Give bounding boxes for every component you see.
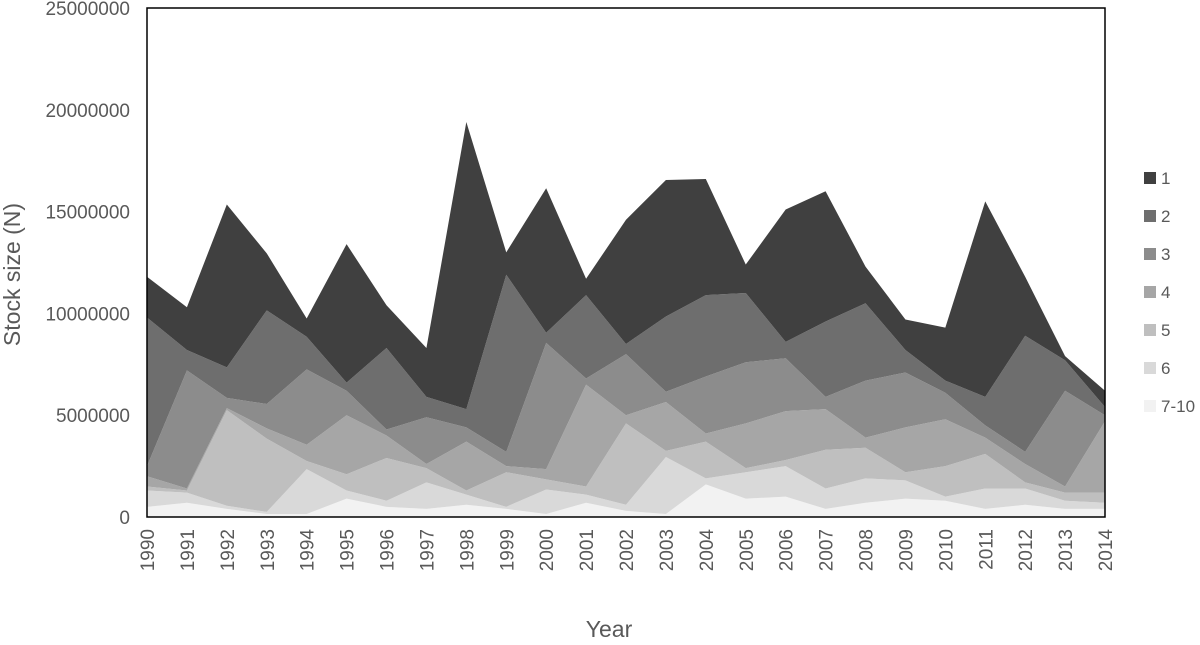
x-tick-label: 2009	[896, 529, 917, 571]
x-tick-label: 1995	[338, 529, 359, 571]
plot-frame	[146, 7, 1106, 518]
x-tick-label: 2014	[1096, 529, 1117, 572]
legend-label-3: 3	[1161, 245, 1170, 264]
x-axis-ticks: 1990 1991 1992 1993 1994 1995 1996 1997 1998 1999…	[138, 529, 1117, 572]
x-tick-label: 2003	[657, 529, 678, 571]
y-tick-label: 20000000	[45, 101, 130, 122]
x-tick-label: 1999	[497, 529, 518, 571]
legend-swatch-7-10	[1144, 400, 1156, 412]
area-series-3	[147, 342, 1105, 489]
x-tick-label: 1994	[298, 529, 319, 572]
x-tick-label: 2008	[857, 529, 878, 571]
y-axis-ticks: 0 5000000 10000000 15000000 20000000 25000000	[45, 0, 130, 529]
area-series-2	[147, 274, 1105, 467]
x-tick-label: 1996	[378, 529, 399, 571]
area-series-4	[147, 384, 1105, 493]
x-tick-label: 1992	[218, 529, 239, 571]
x-tick-label: 2010	[936, 529, 957, 571]
y-tick-label: 5000000	[56, 406, 130, 427]
y-tick-label: 0	[119, 508, 130, 529]
legend-label-1: 1	[1161, 169, 1170, 188]
legend-swatch-6	[1144, 362, 1156, 374]
x-tick-label: 1991	[178, 529, 199, 571]
area-series-5	[147, 410, 1105, 512]
legend-label-4: 4	[1161, 283, 1170, 302]
x-tick-label: 2002	[617, 529, 638, 571]
legend-label-7-10: 7-10	[1161, 397, 1195, 416]
x-tick-label: 1990	[138, 529, 159, 571]
x-tick-label: 2001	[577, 529, 598, 571]
x-tick-label: 2005	[737, 529, 758, 571]
legend-swatch-5	[1144, 324, 1156, 336]
x-tick-label: 1993	[258, 529, 279, 571]
x-tick-label: 2007	[817, 529, 838, 571]
legend-swatch-4	[1144, 286, 1156, 298]
area-series-6	[147, 456, 1105, 514]
legend-label-5: 5	[1161, 321, 1170, 340]
x-tick-label: 1997	[417, 529, 438, 571]
legend-label-6: 6	[1161, 359, 1170, 378]
x-axis-title: Year	[586, 616, 633, 640]
legend-swatch-1	[1144, 172, 1156, 184]
legend-label-2: 2	[1161, 207, 1170, 226]
x-tick-label: 2011	[976, 529, 997, 570]
legend-swatch-2	[1144, 210, 1156, 222]
series-areas	[147, 122, 1105, 517]
y-tick-label: 10000000	[45, 304, 130, 325]
x-tick-label: 2004	[697, 529, 718, 572]
area-series-1	[147, 122, 1105, 410]
x-tick-label: 2006	[777, 529, 798, 571]
x-tick-label: 1998	[457, 529, 478, 571]
y-tick-label: 25000000	[45, 0, 130, 20]
legend-swatch-3	[1144, 248, 1156, 260]
y-tick-label: 15000000	[45, 203, 130, 224]
x-tick-label: 2000	[537, 529, 558, 571]
x-tick-label: 2013	[1056, 529, 1077, 571]
y-axis-title: Stock size (N)	[0, 203, 25, 346]
x-tick-label: 2012	[1016, 529, 1037, 571]
area-series-7-10	[147, 484, 1105, 517]
legend: 1 2 3 4 5 6 7-10	[1144, 169, 1195, 416]
